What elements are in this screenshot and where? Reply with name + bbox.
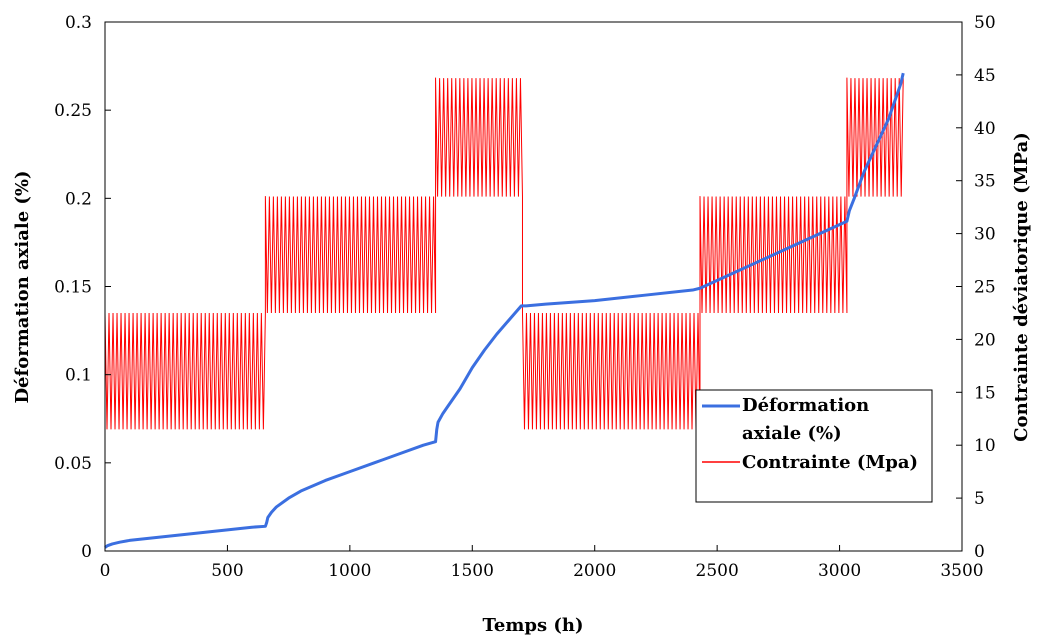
y-tick-label: 0.2 <box>65 189 92 209</box>
legend-label-contrainte: Contrainte (Mpa) <box>742 452 918 473</box>
y2-tick-label: 15 <box>974 383 996 403</box>
y2-tick-label: 35 <box>974 172 996 192</box>
x-tick-label: 3000 <box>818 561 861 581</box>
x-axis: 0 500 1000 1500 2000 2500 3000 3500 <box>100 545 984 581</box>
x-tick-label: 3500 <box>940 561 983 581</box>
y2-tick-label: 25 <box>974 278 996 298</box>
legend-box <box>695 389 933 503</box>
y-axis-left-title: Déformation axiale (%) <box>12 170 33 403</box>
y2-tick-label: 50 <box>974 13 996 33</box>
x-axis-title: Temps (h) <box>483 615 584 636</box>
y2-tick-label: 45 <box>974 66 996 86</box>
legend-label-deformation-line1: Déformation <box>742 395 869 416</box>
y-axis-right-title: Contrainte déviatorique (MPa) <box>1011 132 1032 442</box>
y-axis-right: 0 5 10 15 20 25 30 35 40 45 50 <box>956 13 996 562</box>
x-tick-label: 1500 <box>451 561 494 581</box>
y2-tick-label: 10 <box>974 436 996 456</box>
x-tick-label: 500 <box>211 561 243 581</box>
series-layer <box>104 72 905 551</box>
y-tick-label: 0.15 <box>54 278 92 298</box>
y-tick-label: 0.1 <box>65 366 92 386</box>
x-tick-label: 2000 <box>573 561 616 581</box>
x-tick-label: 0 <box>100 561 111 581</box>
series-deformation-line <box>104 72 905 549</box>
y-tick-label: 0 <box>81 542 92 562</box>
x-tick-label: 2500 <box>696 561 739 581</box>
y2-tick-label: 40 <box>974 119 996 139</box>
x-tick-label: 1000 <box>328 561 371 581</box>
y-axis-left: 0 0.05 0.1 0.15 0.2 0.25 0.3 <box>54 13 111 562</box>
y-tick-label: 0.05 <box>54 454 92 474</box>
y2-tick-label: 0 <box>974 542 985 562</box>
series-contrainte-line <box>104 77 904 551</box>
legend: Déformation axiale (%) Contrainte (Mpa) <box>695 389 933 503</box>
legend-label-deformation-line2: axiale (%) <box>742 423 842 444</box>
y2-tick-label: 30 <box>974 225 996 245</box>
y-tick-label: 0.25 <box>54 101 92 121</box>
y2-tick-label: 20 <box>974 330 996 350</box>
y-tick-label: 0.3 <box>65 13 92 33</box>
y2-tick-label: 5 <box>974 489 985 509</box>
